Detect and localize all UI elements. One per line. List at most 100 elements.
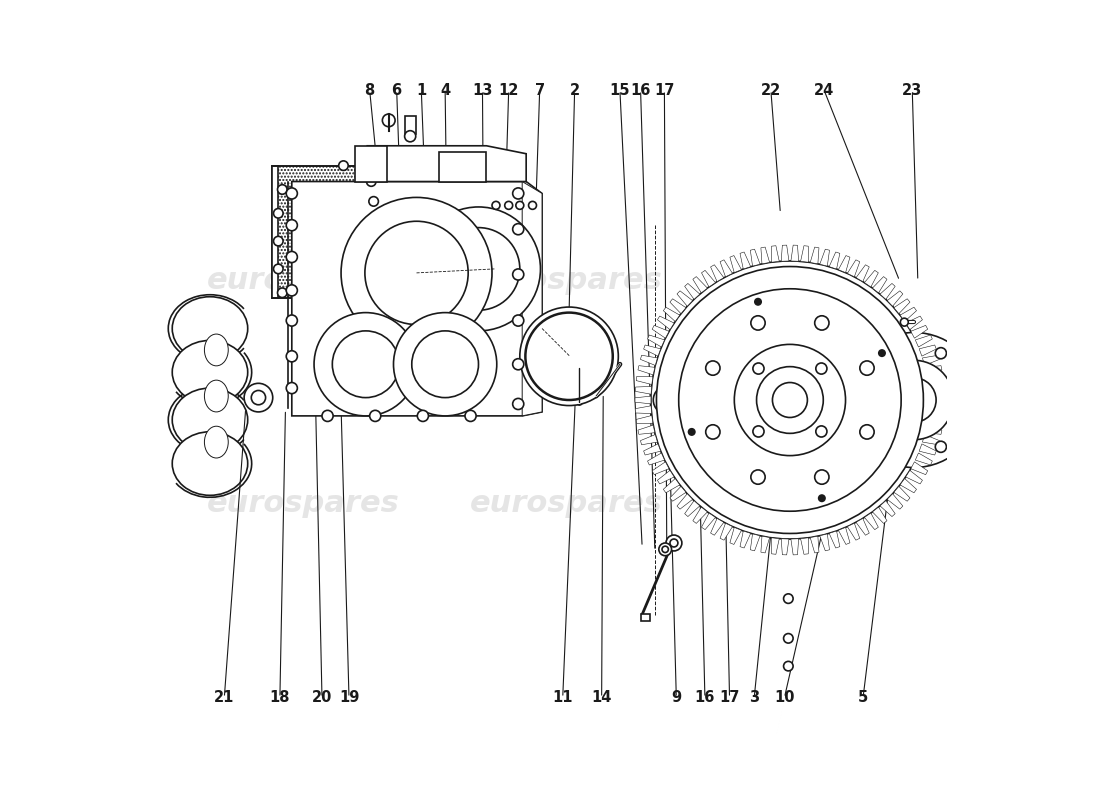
Polygon shape: [915, 453, 933, 465]
Polygon shape: [684, 283, 700, 299]
Polygon shape: [676, 291, 693, 306]
Circle shape: [334, 229, 382, 277]
Polygon shape: [911, 326, 927, 338]
Text: 22: 22: [761, 82, 781, 98]
Circle shape: [251, 390, 265, 405]
Polygon shape: [730, 527, 741, 545]
Circle shape: [651, 261, 928, 539]
Polygon shape: [925, 366, 942, 375]
Polygon shape: [838, 255, 850, 273]
Circle shape: [662, 546, 669, 553]
Text: eurospares: eurospares: [207, 489, 400, 518]
Circle shape: [935, 348, 946, 358]
Text: 18: 18: [270, 690, 290, 706]
Circle shape: [332, 331, 399, 398]
Polygon shape: [811, 247, 819, 264]
Circle shape: [370, 410, 381, 422]
Text: 16: 16: [695, 690, 715, 706]
Circle shape: [405, 130, 416, 142]
Circle shape: [505, 202, 513, 210]
Circle shape: [860, 425, 875, 439]
Polygon shape: [740, 531, 750, 548]
Polygon shape: [920, 444, 936, 455]
Polygon shape: [847, 523, 860, 540]
Circle shape: [751, 316, 766, 330]
Polygon shape: [847, 260, 860, 277]
Circle shape: [900, 318, 909, 326]
Polygon shape: [292, 182, 542, 416]
Circle shape: [520, 307, 618, 406]
Circle shape: [846, 394, 857, 406]
Circle shape: [315, 313, 417, 416]
Polygon shape: [702, 270, 715, 287]
Polygon shape: [670, 298, 686, 314]
Circle shape: [670, 539, 678, 547]
Circle shape: [776, 392, 792, 408]
Text: 3: 3: [749, 690, 759, 706]
Polygon shape: [761, 247, 770, 264]
Polygon shape: [638, 366, 654, 375]
Circle shape: [371, 221, 380, 230]
Polygon shape: [781, 245, 789, 262]
Circle shape: [874, 360, 954, 440]
Text: 19: 19: [339, 690, 360, 706]
Polygon shape: [663, 307, 680, 322]
Circle shape: [783, 634, 793, 643]
Circle shape: [772, 382, 807, 418]
Polygon shape: [711, 265, 724, 282]
Circle shape: [286, 285, 297, 296]
Circle shape: [531, 318, 607, 394]
Circle shape: [411, 331, 478, 398]
Circle shape: [657, 266, 923, 534]
Circle shape: [513, 358, 524, 370]
Polygon shape: [872, 507, 887, 523]
Polygon shape: [928, 396, 945, 404]
Polygon shape: [888, 494, 903, 509]
Polygon shape: [720, 523, 733, 540]
Circle shape: [815, 470, 829, 484]
Polygon shape: [636, 415, 652, 424]
Polygon shape: [635, 406, 651, 414]
Circle shape: [816, 363, 827, 374]
Text: eurospares: eurospares: [207, 266, 400, 295]
Polygon shape: [648, 335, 664, 347]
Polygon shape: [829, 252, 839, 269]
Text: 2: 2: [570, 82, 580, 98]
Polygon shape: [791, 538, 799, 555]
Polygon shape: [888, 291, 903, 306]
Polygon shape: [928, 386, 945, 394]
Circle shape: [666, 535, 682, 551]
Polygon shape: [927, 415, 944, 424]
Circle shape: [783, 662, 793, 671]
Circle shape: [881, 442, 892, 452]
Circle shape: [860, 361, 875, 375]
Text: eurospares: eurospares: [470, 489, 662, 518]
Circle shape: [716, 394, 730, 409]
Circle shape: [783, 594, 793, 603]
Text: eurospares: eurospares: [470, 266, 662, 295]
Circle shape: [735, 344, 846, 456]
Circle shape: [437, 228, 520, 310]
Polygon shape: [820, 249, 829, 266]
Circle shape: [286, 350, 297, 362]
Circle shape: [417, 207, 540, 331]
Ellipse shape: [205, 380, 229, 412]
Text: 16: 16: [630, 82, 651, 98]
Circle shape: [366, 284, 376, 294]
Circle shape: [757, 366, 823, 434]
Bar: [272, 166, 278, 298]
Ellipse shape: [205, 334, 229, 366]
Polygon shape: [711, 518, 724, 535]
Polygon shape: [638, 425, 654, 434]
Circle shape: [529, 202, 537, 210]
Circle shape: [752, 426, 764, 437]
Circle shape: [706, 425, 721, 439]
Circle shape: [274, 209, 283, 218]
Bar: [640, 614, 650, 621]
Circle shape: [341, 198, 492, 348]
Circle shape: [383, 114, 395, 126]
Polygon shape: [900, 307, 916, 322]
Polygon shape: [925, 425, 942, 434]
Circle shape: [771, 387, 796, 413]
Ellipse shape: [173, 432, 248, 495]
